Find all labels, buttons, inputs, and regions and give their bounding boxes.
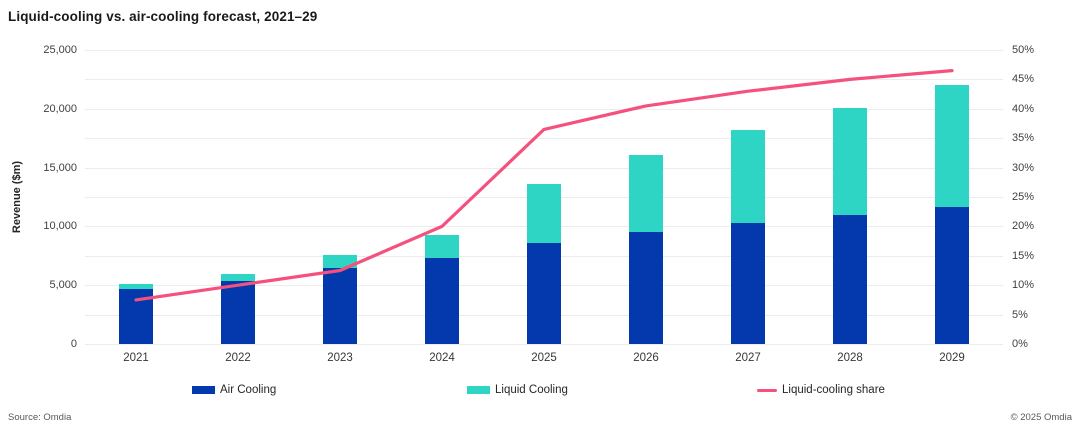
liquid-cooling-bar-segment: [833, 107, 867, 215]
right-axis-tick-label: 20%: [1012, 220, 1035, 233]
bar-group-2023: [323, 255, 357, 344]
x-axis-label-2028: 2028: [837, 352, 863, 364]
right-axis-tick-label: 45%: [1012, 73, 1035, 86]
bar-group-2027: [731, 129, 765, 344]
liquid-cooling-bar-segment: [527, 183, 561, 243]
bar-group-2024: [425, 234, 459, 344]
legend-label-air-cooling: Air Cooling: [220, 384, 277, 396]
copyright-note: © 2025 Omdia: [1010, 412, 1072, 423]
right-axis-tick-label: 10%: [1012, 279, 1035, 292]
liquid-cooling-share-line: [134, 69, 954, 302]
legend-label-liquid-cooling: Liquid Cooling: [495, 384, 568, 396]
left-axis-tick-label: 0: [70, 338, 77, 350]
bar-group-2028: [833, 107, 867, 344]
air-cooling-bar-segment: [323, 267, 357, 344]
air-cooling-bar-segment: [629, 232, 663, 344]
right-axis-tick-label: 15%: [1012, 249, 1035, 262]
air-cooling-bar-segment: [425, 257, 459, 344]
legend-item-air-cooling: Air Cooling: [192, 383, 276, 397]
x-axis-label-2027: 2027: [735, 352, 761, 364]
gridline: [85, 167, 1003, 169]
bar-group-2025: [527, 183, 561, 344]
left-axis-tick-label: 20,000: [43, 102, 77, 115]
right-axis-tick-label: 35%: [1012, 132, 1035, 145]
right-axis-tick-label: 40%: [1012, 102, 1035, 115]
bar-group-2029: [935, 85, 969, 344]
air-cooling-bar-segment: [731, 222, 765, 344]
share-line-swatch-icon: [757, 388, 777, 392]
left-axis-tick-label: 5,000: [49, 279, 77, 292]
gridline: [85, 344, 1003, 345]
right-axis-tick-label: 50%: [1012, 44, 1035, 56]
right-axis-tick-label: 0%: [1012, 338, 1028, 350]
liquid-cooling-bar-segment: [731, 129, 765, 223]
plot-area: [85, 50, 1003, 345]
gridline: [85, 79, 1003, 81]
liquid-cooling-bar-segment: [119, 284, 153, 290]
air-cooling-bar-segment: [935, 207, 969, 344]
right-axis-tick-label: 5%: [1012, 308, 1028, 321]
left-axis-tick-label: 10,000: [43, 220, 77, 233]
liquid-cooling-swatch-icon: [467, 386, 490, 394]
liquid-cooling-bar-segment: [935, 85, 969, 207]
air-cooling-bar-segment: [221, 281, 255, 344]
x-axis-label-2029: 2029: [939, 352, 965, 364]
x-axis-label-2022: 2022: [225, 352, 251, 364]
bar-group-2026: [629, 154, 663, 344]
x-axis-label-2021: 2021: [123, 352, 149, 364]
bar-group-2022: [221, 274, 255, 344]
x-axis-label-2025: 2025: [531, 352, 557, 364]
x-axis-label-2023: 2023: [327, 352, 353, 364]
chart-title: Liquid-cooling vs. air-cooling forecast,…: [8, 9, 318, 24]
air-cooling-swatch-icon: [192, 386, 215, 394]
x-axis-label-2026: 2026: [633, 352, 659, 364]
left-axis-tick-label: 25,000: [43, 44, 77, 56]
gridline: [85, 108, 1003, 110]
liquid-cooling-bar-segment: [425, 234, 459, 258]
legend-item-liquid-cooling: Liquid Cooling: [467, 383, 568, 397]
liquid-cooling-bar-segment: [323, 255, 357, 268]
liquid-cooling-bar-segment: [221, 274, 255, 282]
legend-item-liquid-cooling-share: Liquid-cooling share: [757, 383, 885, 397]
source-note: Source: Omdia: [8, 412, 72, 423]
air-cooling-bar-segment: [833, 214, 867, 344]
right-axis-tick-label: 30%: [1012, 161, 1035, 174]
right-axis-tick-label: 25%: [1012, 191, 1035, 203]
gridline: [85, 50, 1003, 51]
left-axis-tick-label: 15,000: [43, 161, 77, 174]
x-axis-label-2024: 2024: [429, 352, 455, 364]
air-cooling-bar-segment: [527, 242, 561, 344]
legend-label-liquid-cooling-share: Liquid-cooling share: [782, 384, 885, 396]
gridline: [85, 138, 1003, 140]
liquid-cooling-bar-segment: [629, 154, 663, 233]
